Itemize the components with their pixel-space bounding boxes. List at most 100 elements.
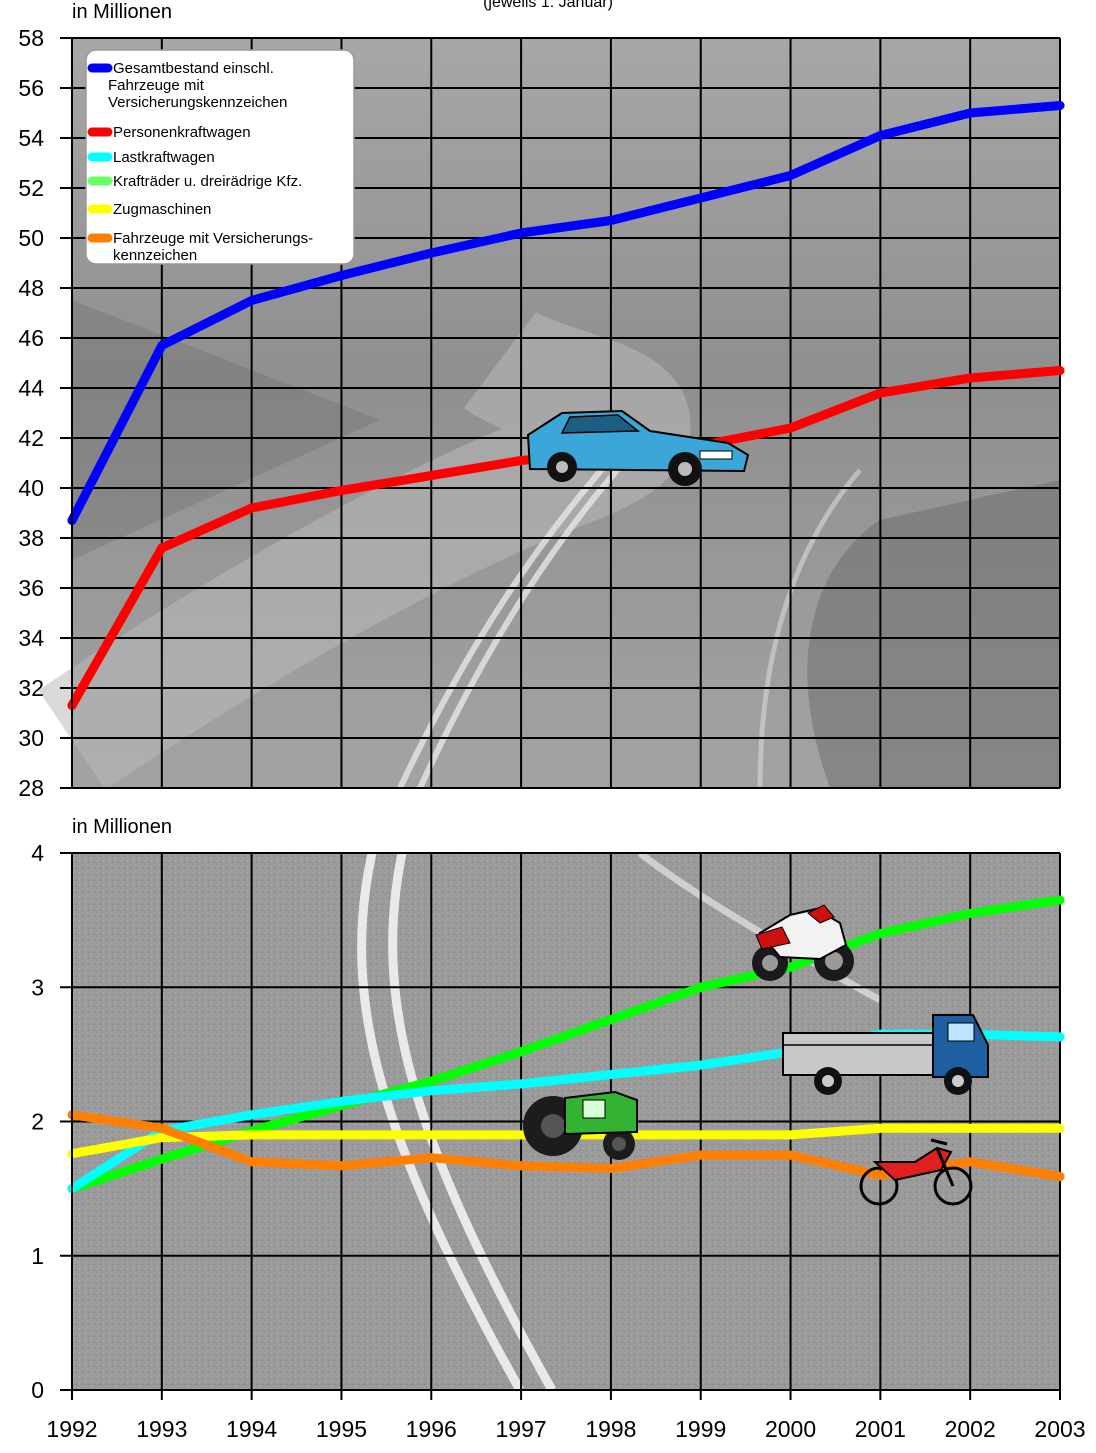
- data-point-kraftrad: [786, 962, 796, 972]
- data-point-gesamt: [247, 296, 257, 305]
- data-point-lkw: [426, 1086, 436, 1096]
- data-point-zug: [516, 1130, 526, 1140]
- data-point-gesamt: [875, 131, 885, 140]
- car-icon: [526, 409, 750, 486]
- y-tick-label: 38: [18, 525, 44, 551]
- data-point-pkw: [965, 373, 975, 383]
- data-point-zug: [426, 1130, 436, 1140]
- x-tick-label: 1996: [406, 1416, 457, 1442]
- y-tick-label: 58: [18, 25, 44, 51]
- data-point-zug: [696, 1130, 706, 1140]
- data-point-pkw: [516, 456, 526, 465]
- data-point-gesamt: [516, 228, 526, 238]
- data-point-gesamt: [965, 108, 975, 118]
- data-point-lkw: [606, 1070, 616, 1080]
- legend: Gesamtbestand einschl. Fahrzeuge mit Versi…: [85, 49, 355, 265]
- legend-label: Zugmaschinen: [113, 201, 211, 218]
- x-tick-label: 1995: [316, 1416, 367, 1442]
- y-tick-label: 32: [18, 675, 44, 701]
- data-point-versicherung: [875, 1170, 885, 1180]
- legend-label: Fahrzeuge mit Versicherungs-kennzeichen: [113, 230, 313, 264]
- y-tick-label: 44: [18, 375, 44, 401]
- truck-icon: [782, 1014, 989, 1095]
- data-point-gesamt: [426, 248, 436, 258]
- data-point-pkw: [1055, 366, 1065, 375]
- legend-item-lkw: Lastkraftwagen: [87, 149, 215, 166]
- y-tick-label: 28: [18, 775, 44, 801]
- data-point-lkw: [1055, 1032, 1065, 1042]
- data-point-versicherung: [426, 1153, 436, 1163]
- y-tick-label: 54: [18, 125, 44, 151]
- data-point-versicherung: [606, 1163, 616, 1173]
- data-point-pkw: [336, 486, 346, 495]
- x-tick-label: 2003: [1034, 1416, 1085, 1442]
- y-tick-label: 46: [18, 325, 44, 351]
- y-tick-label: 3: [31, 974, 44, 1000]
- series-line-gesamt: [67, 101, 1065, 525]
- data-point-kraftrad: [157, 1154, 167, 1164]
- y-tick-label: 1: [31, 1243, 44, 1269]
- legend-item-gesamt: Gesamtbestand einschl. Fahrzeuge mit Versi…: [87, 60, 287, 111]
- x-tick-label: 2002: [945, 1416, 996, 1442]
- y-unit-label: in Millionen: [72, 1, 172, 23]
- data-point-gesamt: [606, 216, 616, 225]
- y-tick-label: 52: [18, 175, 44, 201]
- data-point-lkw: [336, 1096, 346, 1106]
- data-point-kraftrad: [696, 982, 706, 992]
- tractor-icon: [523, 1090, 638, 1160]
- data-point-lkw: [696, 1060, 706, 1070]
- data-point-gesamt: [786, 171, 796, 180]
- y-tick-label: 42: [18, 425, 44, 451]
- data-point-pkw: [875, 388, 885, 398]
- data-point-zug: [1055, 1123, 1065, 1133]
- x-tick-label: 2001: [855, 1416, 906, 1442]
- data-point-pkw: [426, 471, 436, 480]
- legend-label: Personenkraftwagen: [113, 124, 251, 141]
- data-point-versicherung: [516, 1161, 526, 1171]
- moped-icon: [859, 1138, 973, 1206]
- data-point-gesamt: [1055, 101, 1065, 110]
- data-point-pkw: [157, 543, 167, 553]
- x-tick-label: 1999: [675, 1416, 726, 1442]
- y-tick-label: 56: [18, 75, 44, 101]
- x-tick-label: 1994: [226, 1416, 277, 1442]
- y-tick-label: 30: [18, 725, 44, 751]
- x-tick-label: 1992: [46, 1416, 97, 1442]
- data-point-pkw: [786, 423, 796, 433]
- data-point-versicherung: [786, 1150, 796, 1160]
- data-point-versicherung: [1055, 1172, 1065, 1182]
- data-point-kraftrad: [1055, 895, 1065, 905]
- y-tick-label: 40: [18, 475, 44, 501]
- legend-label: Krafträder u. dreirädrige Kfz.: [113, 173, 302, 190]
- legend-item-versicherung: Fahrzeuge mit Versicherungs-kennzeichen: [87, 230, 313, 264]
- data-point-gesamt: [157, 341, 167, 350]
- y-tick-label: 4: [31, 840, 44, 866]
- y-unit-label: in Millionen: [72, 816, 172, 838]
- data-point-kraftrad: [516, 1047, 526, 1057]
- y-tick-label: 34: [18, 625, 44, 651]
- chart-title-fragment: (jeweils 1. Januar): [483, 0, 613, 11]
- legend-item-zug: Zugmaschinen: [87, 201, 211, 218]
- data-point-kraftrad: [875, 929, 885, 939]
- data-point-kraftrad: [965, 908, 975, 918]
- legend-item-pkw: Personenkraftwagen: [87, 124, 251, 141]
- data-point-zug: [786, 1130, 796, 1140]
- data-point-gesamt: [336, 271, 346, 280]
- data-point-zug: [157, 1133, 167, 1143]
- data-point-kraftrad: [426, 1076, 436, 1086]
- y-tick-label: 2: [31, 1109, 44, 1135]
- legend-item-kraftrad: Krafträder u. dreirädrige Kfz.: [87, 173, 302, 190]
- data-point-zug: [247, 1130, 257, 1140]
- y-tick-label: 0: [31, 1377, 44, 1403]
- motorcycle-icon: [752, 904, 854, 981]
- x-tick-label: 1997: [496, 1416, 547, 1442]
- y-tick-label: 48: [18, 275, 44, 301]
- x-tick-label: 2000: [765, 1416, 816, 1442]
- y-tick-label: 36: [18, 575, 44, 601]
- data-point-versicherung: [965, 1157, 975, 1167]
- data-point-versicherung: [157, 1123, 167, 1133]
- data-point-zug: [965, 1123, 975, 1133]
- legend-label: Gesamtbestand einschl. Fahrzeuge mit Versi…: [108, 60, 287, 111]
